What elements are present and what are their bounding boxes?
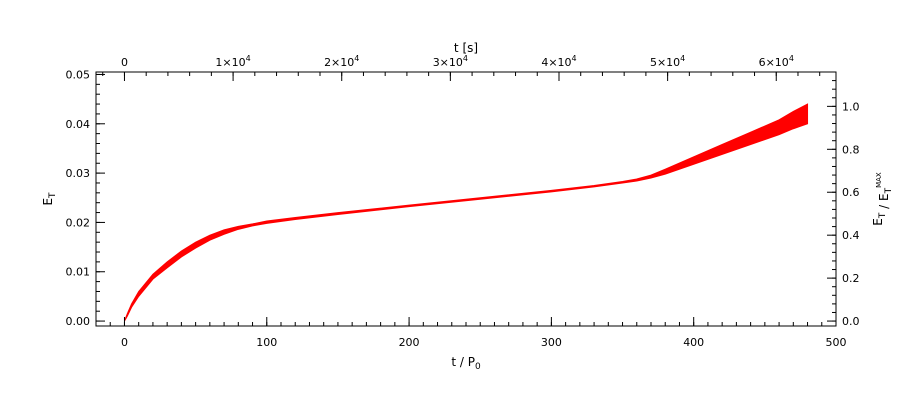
x-bottom-tick-label: 100 — [256, 336, 277, 349]
y-left-tick-label: 0.01 — [66, 266, 91, 279]
y-left-tick-label: 0.03 — [66, 167, 91, 180]
axes: 0 100 200 300 400 500 0 1×104 2×104 3×104 4×104 5×1… — [41, 41, 894, 372]
y-left-tick-label: 0.05 — [66, 68, 91, 81]
x-bottom-tick-label: 400 — [683, 336, 704, 349]
y-right-tick-label: 0.0 — [842, 315, 860, 328]
series-band-0 — [123, 103, 809, 322]
x-top-tick-label: 5×104 — [650, 54, 685, 69]
x-top-tick-label: 6×104 — [759, 54, 794, 69]
x-bottom-tick-label: 300 — [541, 336, 562, 349]
y-right-tick-label: 0.6 — [842, 186, 860, 199]
x-top-tick-label: 2×104 — [324, 54, 359, 69]
x-bottom-tick-label: 0 — [121, 336, 128, 349]
x-bottom-tick-label: 500 — [826, 336, 847, 349]
y-left-axis-title: ET — [41, 192, 58, 206]
y-right-tick-label: 0.2 — [842, 272, 860, 285]
plot-area — [123, 103, 809, 322]
y-right-tick-label: 0.8 — [842, 143, 860, 156]
x-top-axis-title: t [s] — [454, 41, 478, 55]
y-left-tick-label: 0.00 — [66, 315, 91, 328]
y-left-tick-label: 0.04 — [66, 118, 91, 131]
y-right-tick-label: 0.4 — [842, 229, 860, 242]
x-bottom-tick-label: 200 — [399, 336, 420, 349]
y-right-tick-label: 1.0 — [842, 100, 860, 113]
y-left-tick-label: 0.02 — [66, 216, 91, 229]
x-bottom-axis-title: t / P0 — [451, 355, 481, 372]
x-top-tick-label: 4×104 — [541, 54, 576, 69]
y-right-axis-title: ET / ETMAX — [871, 172, 894, 226]
x-top-tick-label: 0 — [121, 56, 128, 69]
x-top-tick-label: 1×104 — [215, 54, 250, 69]
x-top-tick-label: 3×104 — [433, 54, 468, 69]
